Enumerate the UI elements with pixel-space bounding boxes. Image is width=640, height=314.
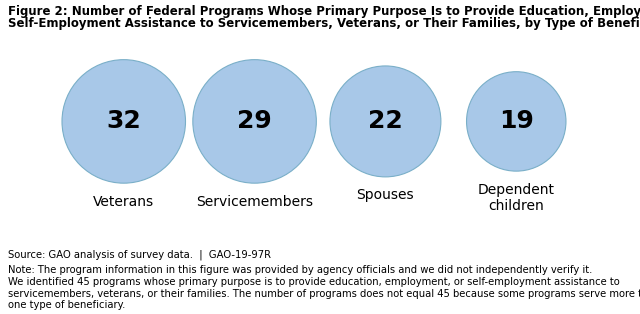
Circle shape — [193, 60, 316, 183]
Text: Source: GAO analysis of survey data.  |  GAO-19-97R: Source: GAO analysis of survey data. | G… — [8, 250, 271, 260]
Text: Note: The program information in this figure was provided by agency officials an: Note: The program information in this fi… — [8, 265, 640, 310]
Text: Veterans: Veterans — [93, 195, 154, 209]
Text: Dependent
children: Dependent children — [477, 183, 555, 213]
Circle shape — [330, 66, 441, 177]
Text: 29: 29 — [237, 109, 272, 133]
Text: 22: 22 — [368, 109, 403, 133]
Text: Figure 2: Number of Federal Programs Whose Primary Purpose Is to Provide Educati: Figure 2: Number of Federal Programs Who… — [8, 5, 640, 18]
Text: Servicemembers: Servicemembers — [196, 195, 313, 209]
Circle shape — [62, 60, 186, 183]
Circle shape — [467, 72, 566, 171]
Text: Self-Employment Assistance to Servicemembers, Veterans, or Their Families, by Ty: Self-Employment Assistance to Servicemem… — [8, 17, 640, 30]
Text: Spouses: Spouses — [356, 188, 414, 203]
Text: 32: 32 — [106, 109, 141, 133]
Text: 19: 19 — [499, 109, 534, 133]
